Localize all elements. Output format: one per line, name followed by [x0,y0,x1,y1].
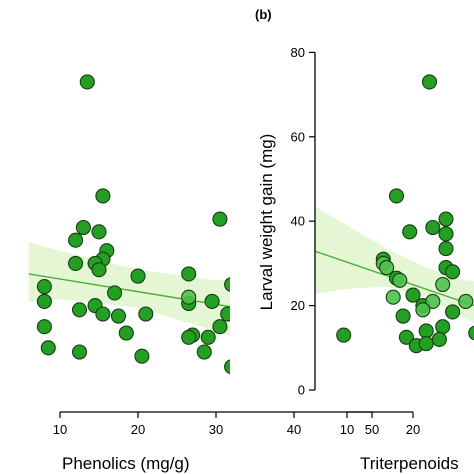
plot-area [315,74,474,354]
data-point [425,293,441,309]
data-point [212,211,228,227]
y-tick-label: 60 [291,129,305,144]
data-point [130,268,146,284]
x-tick-label: 10 [53,422,67,437]
data-point [134,348,150,364]
data-point [435,319,451,335]
y-tick-label: 20 [291,298,305,313]
data-point [36,319,52,335]
data-point [91,224,107,240]
data-point [224,359,230,375]
data-point [75,219,91,236]
data-point [36,293,52,309]
data-point [118,325,134,341]
data-point [445,264,461,280]
data-point [365,356,379,370]
x-axis-label: Phenolics (mg/g) [62,454,190,473]
data-point [458,293,474,309]
data-point [336,327,352,343]
data-point [95,306,111,322]
data-point [181,266,197,282]
data-point [379,260,395,276]
data-point [224,277,230,292]
y-axis-label: Larval weight gain (mg) [257,134,276,311]
x-tick-label: 20 [406,422,420,437]
data-point [68,255,84,271]
data-point [418,323,434,339]
data-point [138,306,154,322]
panel-label: (b) [255,7,272,22]
data-point [421,74,438,90]
y-tick-label: 40 [291,214,305,229]
x-axis-label: Triterpenoids [360,454,459,473]
data-point [36,279,52,295]
y-tick-label: 0 [298,383,305,398]
data-point [388,188,405,204]
data-point [445,304,461,320]
data-point [110,308,127,324]
data-point [418,336,434,352]
data-point [431,331,447,347]
x-tick-label: 20 [131,422,145,437]
data-point [415,302,431,318]
data-point [425,219,441,236]
regression-line [28,273,230,308]
data-point [385,289,401,305]
panel-b: 10 20 Triterpenoids 0 20 40 60 80 Larval weight … [255,7,474,473]
data-point [71,344,88,360]
data-point [248,313,262,327]
plot-area [28,74,379,375]
data-point [196,344,212,360]
data-point [212,319,228,335]
data-point [438,241,454,257]
data-point [107,285,123,301]
data-point [68,232,84,248]
x-tick-label: 40 [287,422,301,437]
data-point [200,329,216,345]
data-point [204,293,220,309]
data-point [405,287,421,303]
data-point [79,74,95,90]
data-point [438,211,454,227]
data-point [71,302,88,318]
y-tick-label: 80 [291,45,305,60]
data-point [181,329,197,345]
data-point [438,226,454,242]
data-point [395,308,411,324]
data-point [95,188,111,204]
x-tick-label: 10 [340,422,354,437]
x-tick-label: 50 [365,422,379,437]
data-point [40,340,56,356]
data-point [392,272,408,288]
data-point [402,224,418,240]
data-point [398,329,414,345]
data-point [220,306,230,322]
data-point [91,262,107,278]
data-point [435,276,451,293]
x-tick-label: 30 [209,422,223,437]
panel-a: 10 20 30 40 50 Phenolics (mg/g) [28,74,379,473]
data-point [295,265,309,279]
data-point [181,289,197,305]
data-point [468,325,474,341]
